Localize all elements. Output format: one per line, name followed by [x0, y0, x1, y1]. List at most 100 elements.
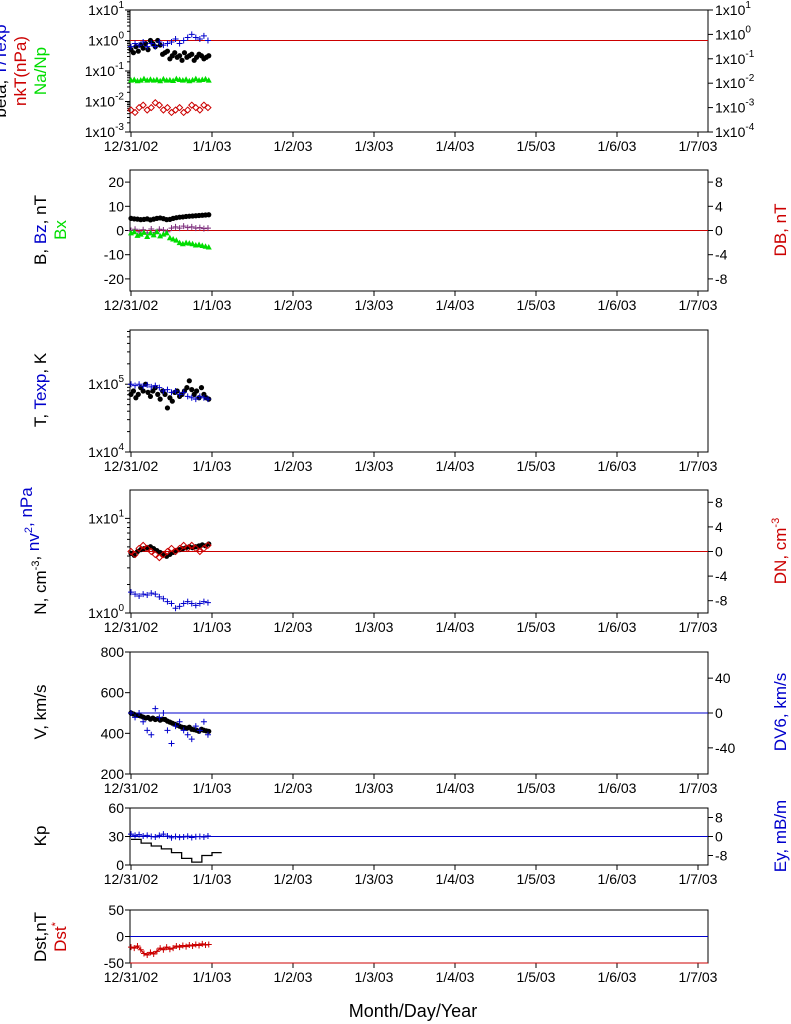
data-point	[172, 605, 179, 612]
y-axis-label: N, cm-3, nv2, nPa	[17, 487, 50, 615]
left-tick-label: 50	[108, 902, 124, 918]
data-point	[132, 832, 139, 839]
x-tick-label: 1/1/03	[193, 871, 232, 887]
x-tick-label: 1/7/03	[679, 458, 718, 474]
right-tick-label: -8	[715, 271, 728, 287]
x-tick-label: 1/2/03	[274, 458, 313, 474]
data-point	[144, 832, 151, 839]
x-tick-label: 1/4/03	[436, 871, 475, 887]
data-point	[179, 541, 188, 550]
data-point	[132, 591, 139, 598]
data-point	[200, 833, 207, 840]
data-point	[163, 547, 172, 556]
x-tick-label: 1/2/03	[274, 871, 313, 887]
x-tick-label: 1/1/03	[193, 969, 232, 985]
data-point	[200, 718, 207, 725]
right-tick-label: 8	[715, 810, 723, 826]
x-tick-label: 1/7/03	[679, 780, 718, 796]
data-point	[144, 952, 151, 959]
data-point	[200, 32, 207, 39]
data-point	[144, 381, 151, 388]
data-point	[151, 550, 160, 559]
data-point	[140, 75, 147, 82]
x-tick-label: 1/4/03	[436, 297, 475, 313]
left-tick-label: 60	[108, 800, 124, 816]
data-point	[172, 223, 179, 230]
data-point	[180, 727, 187, 734]
data-point	[199, 940, 206, 947]
data-point	[145, 389, 151, 395]
data-point	[172, 35, 179, 42]
x-axis-label: Month/Day/Year	[349, 1001, 477, 1021]
data-point	[140, 718, 147, 725]
data-point	[164, 833, 171, 840]
x-tick-label: 1/2/03	[274, 138, 313, 154]
data-point	[144, 233, 151, 240]
data-point	[140, 950, 147, 957]
series-line-plus	[128, 940, 212, 959]
data-point	[131, 108, 139, 117]
data-point	[196, 106, 204, 114]
data-point	[200, 394, 207, 401]
data-point	[130, 50, 137, 56]
right-tick-label: 1x101	[715, 0, 751, 18]
y-axis-label: Bx	[51, 220, 70, 240]
y2-axis-label: DN, cm-3	[770, 518, 790, 584]
right-tick-label: 1x10-1	[715, 49, 755, 67]
right-tick-label: 8	[715, 174, 723, 190]
data-point	[170, 235, 177, 242]
data-point	[184, 731, 191, 738]
data-point	[204, 731, 211, 738]
data-point	[167, 544, 176, 553]
plot-frame	[129, 9, 709, 133]
left-tick-label: 600	[101, 685, 125, 701]
data-point	[160, 710, 167, 716]
data-point	[189, 51, 195, 57]
data-point	[192, 396, 199, 403]
left-tick-label: 20	[108, 174, 124, 190]
data-point	[152, 705, 159, 712]
y-axis-label: B, Bz, nT	[31, 195, 50, 265]
data-point	[150, 231, 157, 238]
right-tick-label: -40	[715, 740, 735, 756]
data-point	[163, 944, 170, 951]
data-point	[131, 76, 138, 83]
data-point	[156, 226, 163, 233]
data-point	[188, 541, 196, 550]
x-tick-label: 1/2/03	[274, 619, 313, 635]
data-point	[172, 50, 178, 56]
right-tick-label: 1x10-4	[715, 122, 755, 140]
data-point	[166, 234, 173, 241]
data-point	[180, 389, 187, 396]
data-point	[151, 99, 160, 107]
data-point	[192, 34, 199, 41]
data-point	[184, 34, 191, 41]
data-point	[206, 53, 212, 59]
data-point	[150, 950, 157, 957]
panel-velocity: 200 400 600 800 -40 0 40 12/31/02 1/1/03 1/2/03 1/…	[31, 644, 790, 796]
left-tick-label: -10	[104, 247, 124, 263]
data-point	[128, 43, 134, 50]
x-tick-label: 1/3/03	[355, 458, 394, 474]
y-axis-label: T, Texp, K	[31, 352, 50, 427]
data-point	[200, 598, 207, 605]
x-tick-label: 12/31/02	[104, 138, 159, 154]
data-point	[205, 243, 212, 250]
data-point	[176, 225, 183, 232]
data-point	[183, 544, 192, 553]
x-tick-label: 12/31/02	[104, 969, 159, 985]
data-point	[204, 396, 211, 403]
data-point	[181, 50, 188, 56]
data-point	[173, 943, 180, 950]
data-point	[192, 75, 199, 82]
data-point	[179, 57, 185, 63]
data-point	[183, 106, 192, 114]
data-point	[147, 103, 155, 112]
series-triangle	[128, 75, 212, 84]
data-point	[168, 389, 175, 396]
data-point	[164, 405, 171, 411]
data-point	[137, 231, 144, 237]
x-tick-label: 12/31/02	[104, 871, 159, 887]
data-point	[172, 723, 179, 730]
